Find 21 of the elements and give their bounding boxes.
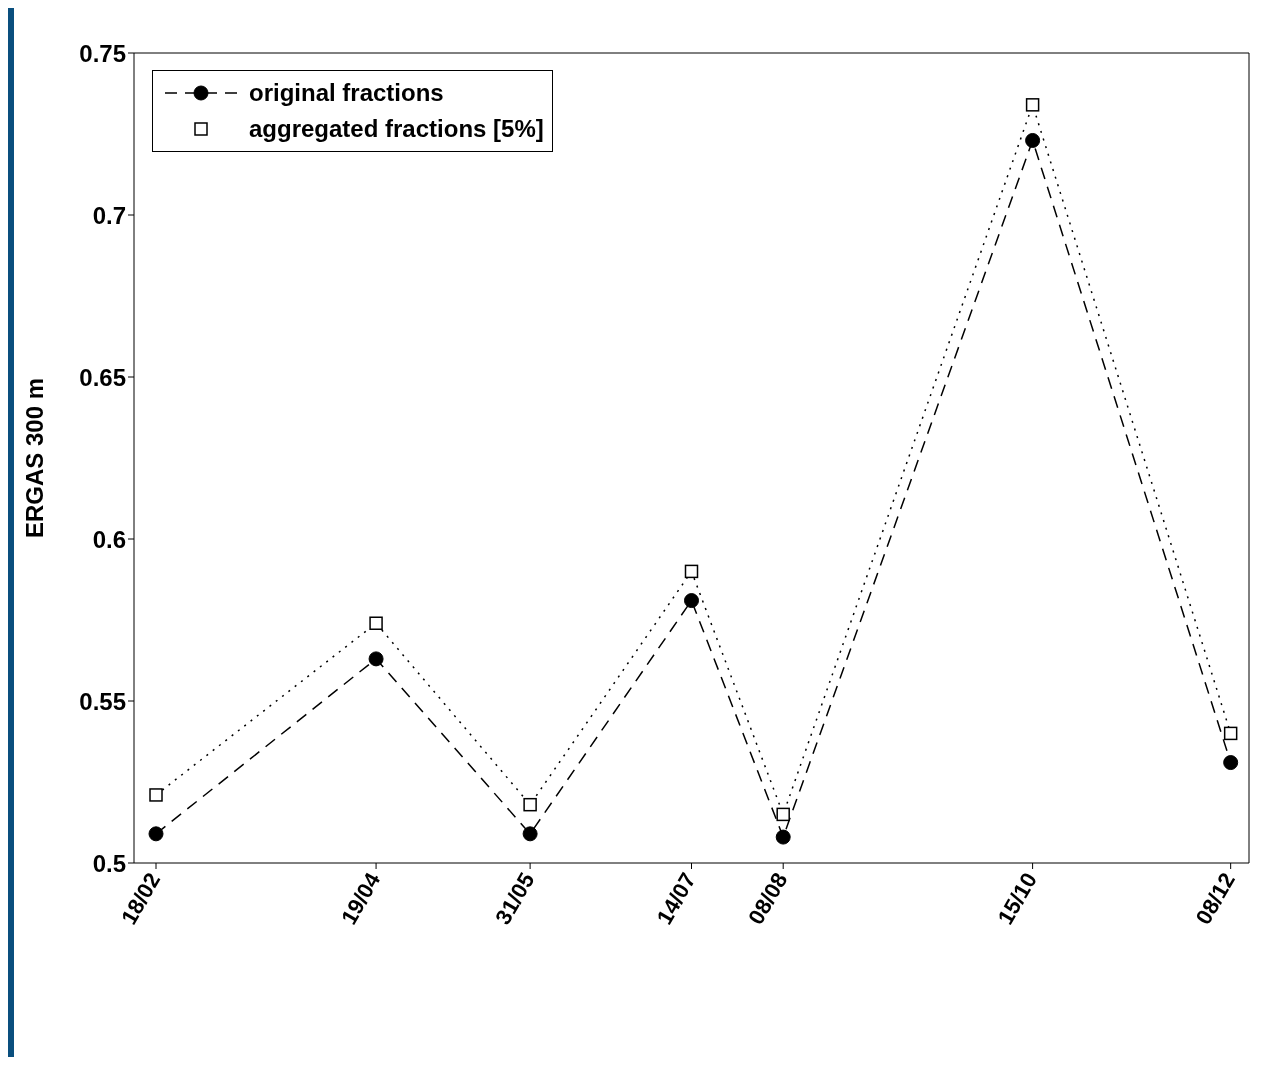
point — [776, 807, 790, 822]
point — [522, 826, 538, 842]
point — [1025, 132, 1041, 148]
legend-label: original fractions — [249, 79, 444, 107]
point — [1223, 726, 1238, 741]
y-tick-label: 0.75 — [79, 39, 126, 67]
y-tick-label: 0.55 — [79, 687, 126, 715]
point — [775, 829, 791, 845]
point — [523, 797, 537, 812]
y-tick-label: 0.6 — [92, 525, 126, 553]
point — [684, 564, 699, 579]
point — [369, 616, 383, 630]
point — [1025, 98, 1040, 112]
point — [1223, 755, 1239, 771]
legend-label: aggregated fractions [5%] — [249, 115, 544, 143]
point — [684, 593, 699, 609]
y-axis-title: ERGAS 300 m — [20, 377, 48, 539]
y-tick-label: 0.7 — [92, 201, 126, 229]
y-tick-label: 0.5 — [92, 849, 126, 877]
y-tick-label: 0.65 — [79, 363, 126, 391]
point — [368, 651, 384, 667]
